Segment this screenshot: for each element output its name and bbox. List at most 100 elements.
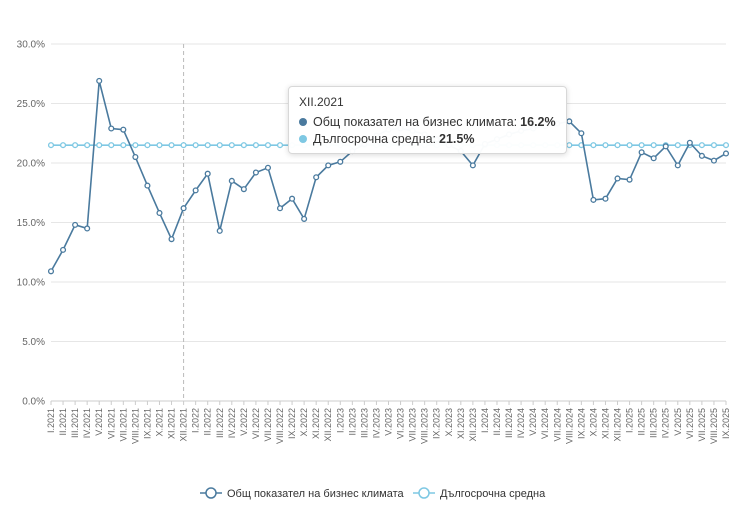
data-point[interactable]	[216, 142, 223, 149]
data-point[interactable]	[469, 162, 476, 169]
data-point[interactable]	[60, 246, 67, 253]
data-point[interactable]	[72, 142, 79, 149]
data-point[interactable]	[710, 142, 717, 149]
data-point[interactable]	[650, 142, 657, 149]
data-point[interactable]	[72, 221, 79, 228]
data-point[interactable]	[686, 139, 693, 146]
data-point[interactable]	[228, 177, 235, 184]
data-point[interactable]	[240, 186, 247, 193]
data-point[interactable]	[590, 196, 597, 203]
x-tick-label: III.2021	[70, 408, 80, 438]
data-point[interactable]	[156, 142, 163, 149]
tooltip-value: 16.2%	[520, 115, 556, 129]
data-point[interactable]	[84, 142, 91, 149]
data-point[interactable]	[96, 142, 103, 149]
data-point[interactable]	[337, 158, 344, 165]
x-tick-label: IV.2023	[371, 408, 381, 438]
legend-item[interactable]: Дългосрочна средна	[413, 487, 546, 500]
x-tick-label: VII.2022	[263, 408, 273, 442]
data-point[interactable]	[84, 225, 91, 232]
data-point[interactable]	[180, 205, 187, 212]
data-point[interactable]	[216, 227, 223, 234]
data-point[interactable]	[674, 162, 681, 169]
y-tick-label: 10.0%	[17, 278, 45, 289]
data-point[interactable]	[144, 182, 151, 189]
data-point[interactable]	[590, 142, 597, 149]
legend: Общ показател на бизнес климата Дългосроч…	[200, 487, 546, 500]
data-point[interactable]	[240, 142, 247, 149]
x-tick-label: VI.2021	[106, 408, 116, 439]
data-point[interactable]	[108, 142, 115, 149]
x-tick-label: VI.2022	[251, 408, 261, 439]
data-point[interactable]	[120, 142, 127, 149]
x-tick-label: V.2023	[384, 408, 394, 436]
data-point[interactable]	[204, 170, 211, 177]
data-point[interactable]	[566, 118, 573, 125]
tooltip-label: Общ показател на бизнес климата:	[313, 115, 518, 129]
legend-label: Дългосрочна средна	[440, 488, 546, 500]
x-tick-label: VIII.2021	[130, 408, 140, 444]
x-tick-label: XII.2024	[613, 408, 623, 442]
data-point[interactable]	[192, 187, 199, 194]
data-point[interactable]	[710, 157, 717, 164]
data-point[interactable]	[252, 142, 259, 149]
data-point[interactable]	[722, 150, 730, 157]
data-point[interactable]	[252, 169, 259, 176]
x-tick-label: I.2024	[480, 408, 490, 433]
x-tick-label: XI.2024	[600, 408, 610, 439]
data-point[interactable]	[180, 142, 187, 149]
data-point[interactable]	[204, 142, 211, 149]
data-point[interactable]	[47, 142, 55, 149]
data-point[interactable]	[602, 142, 609, 149]
data-point[interactable]	[108, 125, 115, 132]
data-point[interactable]	[276, 142, 284, 149]
data-point[interactable]	[96, 77, 103, 84]
data-point[interactable]	[698, 152, 705, 159]
x-tick-label: II.2023	[347, 408, 357, 436]
data-point[interactable]	[144, 142, 151, 149]
data-point[interactable]	[47, 268, 55, 275]
tooltip-title: XII.2021	[299, 95, 344, 109]
data-point[interactable]	[168, 236, 175, 243]
data-point[interactable]	[289, 195, 296, 202]
data-point[interactable]	[264, 164, 272, 171]
data-point[interactable]	[626, 142, 633, 149]
data-point[interactable]	[168, 142, 175, 149]
legend-item[interactable]: Общ показател на бизнес климата	[200, 487, 404, 500]
data-point[interactable]	[132, 154, 139, 161]
data-point[interactable]	[566, 142, 573, 149]
data-point[interactable]	[614, 142, 621, 149]
data-point[interactable]	[156, 209, 163, 217]
data-point[interactable]	[264, 142, 272, 149]
x-axis: I.2021 II.2021 III.2021 IV.2021 V.2021 VI.202…	[46, 401, 731, 444]
data-point[interactable]	[662, 143, 669, 150]
tooltip-dot-icon	[299, 118, 307, 126]
x-tick-label: II.2025	[637, 408, 647, 436]
x-tick-label: III.2024	[504, 408, 514, 438]
data-point[interactable]	[228, 142, 235, 149]
data-point[interactable]	[120, 126, 127, 133]
x-tick-label: VI.2025	[685, 408, 695, 439]
data-point[interactable]	[626, 176, 633, 183]
data-point[interactable]	[614, 175, 621, 182]
data-point[interactable]	[276, 205, 284, 212]
data-point[interactable]	[313, 174, 320, 181]
data-point[interactable]	[325, 162, 332, 169]
data-point[interactable]	[698, 142, 705, 149]
data-point[interactable]	[650, 155, 657, 162]
data-point[interactable]	[674, 142, 681, 149]
data-point[interactable]	[578, 130, 585, 137]
data-point[interactable]	[301, 215, 308, 222]
data-point[interactable]	[132, 142, 139, 149]
x-tick-label: IV.2025	[661, 408, 671, 438]
data-point[interactable]	[60, 142, 67, 149]
data-point[interactable]	[192, 142, 199, 149]
data-point[interactable]	[638, 149, 645, 156]
data-point[interactable]	[722, 142, 730, 149]
data-point[interactable]	[638, 142, 645, 149]
x-tick-label: X.2024	[588, 408, 598, 437]
x-tick-label: V.2025	[673, 408, 683, 436]
x-tick-label: XI.2021	[167, 408, 177, 439]
data-point[interactable]	[602, 195, 609, 202]
